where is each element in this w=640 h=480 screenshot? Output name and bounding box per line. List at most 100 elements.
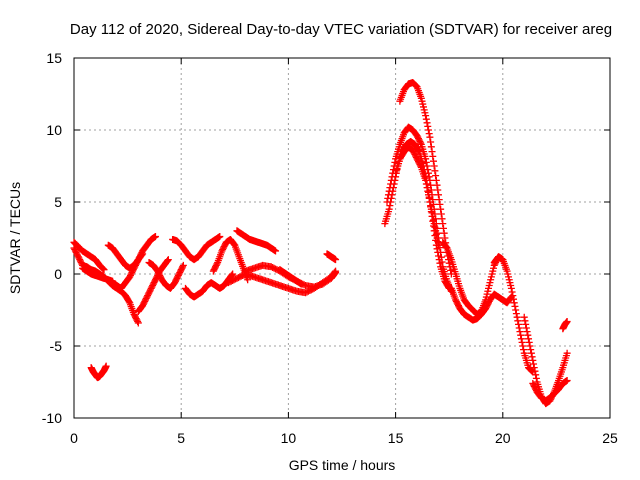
data-point-track-s: [431, 167, 439, 175]
y-axis-label: SDTVAR / TECUs: [7, 182, 23, 294]
data-point-track-r: [423, 162, 431, 170]
data-point-track-s: [434, 186, 442, 194]
data-point-track-s: [434, 191, 442, 199]
data-point-track-x: [530, 360, 538, 368]
data-point-track-i: [216, 233, 224, 241]
data-point-track-n: [331, 270, 339, 278]
data-point-track-x: [527, 346, 535, 354]
data-point-track-s: [439, 224, 447, 232]
data-point-track-s: [429, 152, 437, 160]
x-tick-label: 0: [70, 430, 78, 446]
y-tick-label: 10: [46, 122, 62, 138]
data-point-track-b: [99, 265, 107, 273]
y-tick-label: -5: [50, 338, 63, 354]
data-point-track-x: [525, 338, 533, 346]
x-tick-label: 20: [495, 430, 511, 446]
x-tick-label: 25: [602, 430, 618, 446]
data-point-track-s: [422, 112, 430, 120]
data-point-track-r: [437, 253, 445, 261]
data-point-track-x: [529, 356, 537, 364]
data-point-track-q: [386, 202, 394, 210]
data-point-track-r: [438, 258, 446, 266]
data-point-track-r: [443, 277, 451, 285]
data-point-track-r: [444, 281, 452, 289]
y-tick-label: 5: [54, 194, 62, 210]
data-point-track-w: [507, 284, 515, 292]
data-point-track-s: [427, 138, 435, 146]
data-point-track-t: [422, 180, 430, 188]
data-point-track-s: [441, 234, 449, 242]
data-point-track-t: [432, 230, 440, 238]
data-point-track-s: [437, 205, 445, 213]
data-point-track-s: [432, 172, 440, 180]
data-point-track-x: [522, 324, 530, 332]
data-point-track-g: [164, 257, 172, 265]
data-point-track-t: [425, 194, 433, 202]
data-point-track-x: [524, 331, 532, 339]
data-point-track-r: [384, 194, 392, 202]
data-point-track-x: [563, 349, 571, 357]
y-tick-label: 0: [54, 266, 62, 282]
data-point-track-h: [179, 261, 187, 269]
data-point-track-r: [444, 279, 452, 287]
data-point-track-s: [429, 157, 437, 165]
plot-frame: [73, 57, 611, 419]
data-point-track-h: [179, 263, 187, 271]
data-point-track-d: [102, 362, 110, 370]
data-point-track-r: [387, 176, 395, 184]
data-point-track-w: [512, 310, 520, 318]
data-point-track-t: [424, 187, 432, 195]
data-point-track-x: [521, 317, 529, 325]
data-point-track-w: [510, 299, 518, 307]
data-point-track-s: [432, 176, 440, 184]
data-point-track-q: [385, 205, 393, 213]
data-point-track-w: [520, 346, 528, 354]
data-point-track-w: [517, 331, 525, 339]
data-point-track-n: [332, 269, 340, 277]
data-point-track-s: [439, 220, 447, 228]
data-point-track-z: [563, 318, 571, 326]
data-point-track-r: [388, 173, 396, 181]
data-point-track-g: [164, 256, 172, 264]
data-point-track-x: [520, 313, 528, 321]
data-point-track-t: [422, 176, 430, 184]
data-point-track-w: [513, 313, 521, 321]
data-point-track-s: [430, 162, 438, 170]
data-point-track-s: [428, 148, 436, 156]
data-point-track-s: [422, 115, 430, 123]
data-point-track-t: [429, 212, 437, 220]
data-point-track-x: [522, 320, 530, 328]
data-point-track-r: [386, 184, 394, 192]
data-point-track-s: [440, 229, 448, 237]
data-point-track-s: [436, 200, 444, 208]
x-axis-label: GPS time / hours: [289, 457, 396, 473]
data-point-track-t: [430, 220, 438, 228]
data-point-track-f: [139, 250, 147, 258]
data-point-track-a: [134, 318, 142, 326]
data-point-track-r: [425, 173, 433, 181]
data-point-track-x: [525, 335, 533, 343]
data-point-track-x: [527, 349, 535, 357]
data-points: [70, 78, 571, 408]
data-point-track-w: [509, 292, 517, 300]
data-point-track-s: [433, 181, 441, 189]
data-point-track-w: [511, 302, 519, 310]
data-point-track-o: [297, 280, 305, 288]
data-point-track-k: [244, 276, 252, 284]
y-tick-label: 15: [46, 50, 62, 66]
data-point-track-r: [427, 186, 435, 194]
data-point-track-r: [422, 155, 430, 163]
data-point-track-b: [99, 264, 107, 272]
data-point-track-t: [431, 223, 439, 231]
data-point-track-r: [387, 180, 395, 188]
data-point-track-w: [516, 328, 524, 336]
data-point-track-w: [514, 317, 522, 325]
data-point-track-r: [383, 198, 391, 206]
data-point-track-t: [434, 241, 442, 249]
x-tick-label: 10: [281, 430, 297, 446]
data-point-track-j: [229, 270, 237, 278]
data-point-track-b: [100, 266, 108, 274]
y-tick-label: -10: [42, 410, 62, 426]
data-point-track-s: [447, 266, 455, 274]
